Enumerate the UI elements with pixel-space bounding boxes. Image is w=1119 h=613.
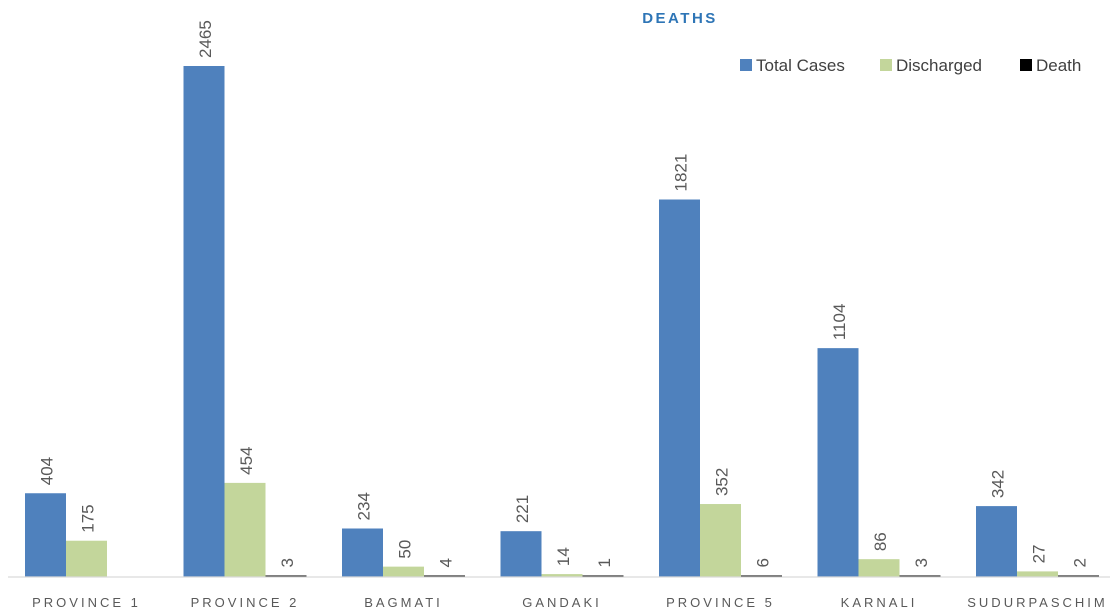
bar-discharged-2 <box>383 566 424 577</box>
bar-total-cases-0 <box>25 493 66 577</box>
category-label: KARNALI <box>841 595 918 610</box>
bar-discharged-4 <box>700 504 741 577</box>
bar-discharged-1 <box>224 482 266 577</box>
legend-label: Total Cases <box>756 56 845 75</box>
data-label: 1104 <box>830 304 849 341</box>
category-labels: PROVINCE 1 PROVINCE 2 BAGMATI GANDAKI PROVIN… <box>32 595 1108 610</box>
data-label: 454 <box>237 447 256 475</box>
data-label: 404 <box>38 457 57 485</box>
data-label: 352 <box>713 468 732 496</box>
data-label: 4 <box>437 558 456 567</box>
plot-area: 404 175 2465 454 3 234 50 4 221 14 1 1821 352 6 1104 86… <box>25 20 1099 578</box>
bar-total-cases-6 <box>976 506 1017 577</box>
bar-discharged-3 <box>541 574 583 577</box>
data-label: 3 <box>278 558 297 567</box>
category-label: PROVINCE 2 <box>191 595 300 610</box>
data-label: 14 <box>554 547 573 566</box>
bar-discharged-0 <box>66 540 107 577</box>
category-label: PROVINCE 5 <box>666 595 775 610</box>
bar-death-5 <box>899 575 941 577</box>
bar-total-cases-3 <box>500 531 542 577</box>
legend-swatch <box>1020 59 1032 71</box>
data-label: 1 <box>595 558 614 567</box>
data-label: 2465 <box>196 20 215 58</box>
category-label: GANDAKI <box>522 595 602 610</box>
data-label: 2 <box>1071 558 1090 567</box>
bar-total-cases-1 <box>183 66 225 577</box>
data-label: 175 <box>79 504 98 532</box>
bar-discharged-5 <box>858 559 900 577</box>
bar-death-3 <box>582 575 624 577</box>
legend-label: Death <box>1036 56 1081 75</box>
bar-total-cases-5 <box>817 348 859 577</box>
data-label: 50 <box>396 540 415 559</box>
chart-title: DEATHS <box>642 10 718 27</box>
bar-total-cases-4 <box>659 199 700 578</box>
category-label: BAGMATI <box>364 595 443 610</box>
data-label: 86 <box>871 532 890 551</box>
bar-death-2 <box>424 575 465 577</box>
bar-death-1 <box>265 575 307 577</box>
category-label: PROVINCE 1 <box>32 595 141 610</box>
bar-total-cases-2 <box>342 528 383 577</box>
bar-discharged-6 <box>1017 571 1058 577</box>
data-label: 6 <box>754 558 773 567</box>
legend: Total Cases Discharged Death <box>740 56 1081 75</box>
data-label: 3 <box>912 558 931 567</box>
data-label: 221 <box>513 495 532 523</box>
bar-death-4 <box>741 575 782 577</box>
legend-label: Discharged <box>896 56 982 75</box>
legend-swatch <box>740 59 752 71</box>
bar-death-6 <box>1058 575 1099 577</box>
data-label: 1821 <box>672 154 691 192</box>
data-label: 27 <box>1030 544 1049 563</box>
category-label: SUDURPASCHIM <box>967 595 1108 610</box>
data-label: 342 <box>989 470 1008 498</box>
legend-swatch <box>880 59 892 71</box>
data-label: 234 <box>355 492 374 520</box>
